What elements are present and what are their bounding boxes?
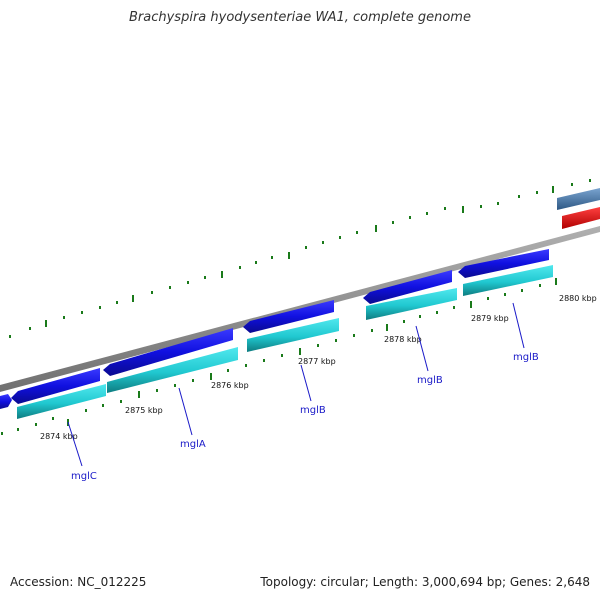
genome-summary: Topology: circular; Length: 3,000,694 bp… [260,575,590,589]
feature-forward [458,249,549,278]
feature-cds [366,288,457,320]
scale-label: 2876 kbp [211,381,249,390]
map-title: Brachyspira hyodysenteriae WA1, complete… [129,10,471,25]
scale-label: 2875 kbp [125,406,163,415]
gene-label-mglA: mglA [180,439,206,450]
outer-tick-ring [9,179,591,338]
scale-label: 2874 kbp [40,432,78,441]
feature-cds [17,384,106,419]
feature-forward [11,368,100,404]
scale-labels: 2874 kbp 2875 kbp 2876 kbp 2877 kbp 2878… [40,294,597,441]
feature-red-outer [562,207,600,229]
gene-label-mglB: mglB [513,352,539,363]
scale-label: 2877 kbp [298,357,336,366]
feature-forward [0,394,12,409]
feature-forward [363,270,452,304]
gene-label-leaders [67,302,525,467]
feature-forward [243,300,334,333]
gene-label-mglB: mglB [417,375,443,386]
scale-label: 2878 kbp [384,335,422,344]
feature-steel-outer [557,188,600,210]
gene-label-mglC: mglC [71,471,97,482]
scale-label: 2879 kbp [471,314,509,323]
feature-forward [103,328,233,376]
forward-strand-features [0,249,549,409]
cds-features [17,265,553,419]
gene-labels: mglC mglA mglB mglB mglB [71,352,539,482]
feature-cds [107,347,238,393]
feature-cds [247,318,339,352]
accession-text: Accession: NC_012225 [10,575,147,589]
feature-cds [463,265,553,296]
scale-label: 2880 kbp [559,294,597,303]
inner-tick-ring [1,278,557,435]
gene-label-mglB: mglB [300,405,326,416]
